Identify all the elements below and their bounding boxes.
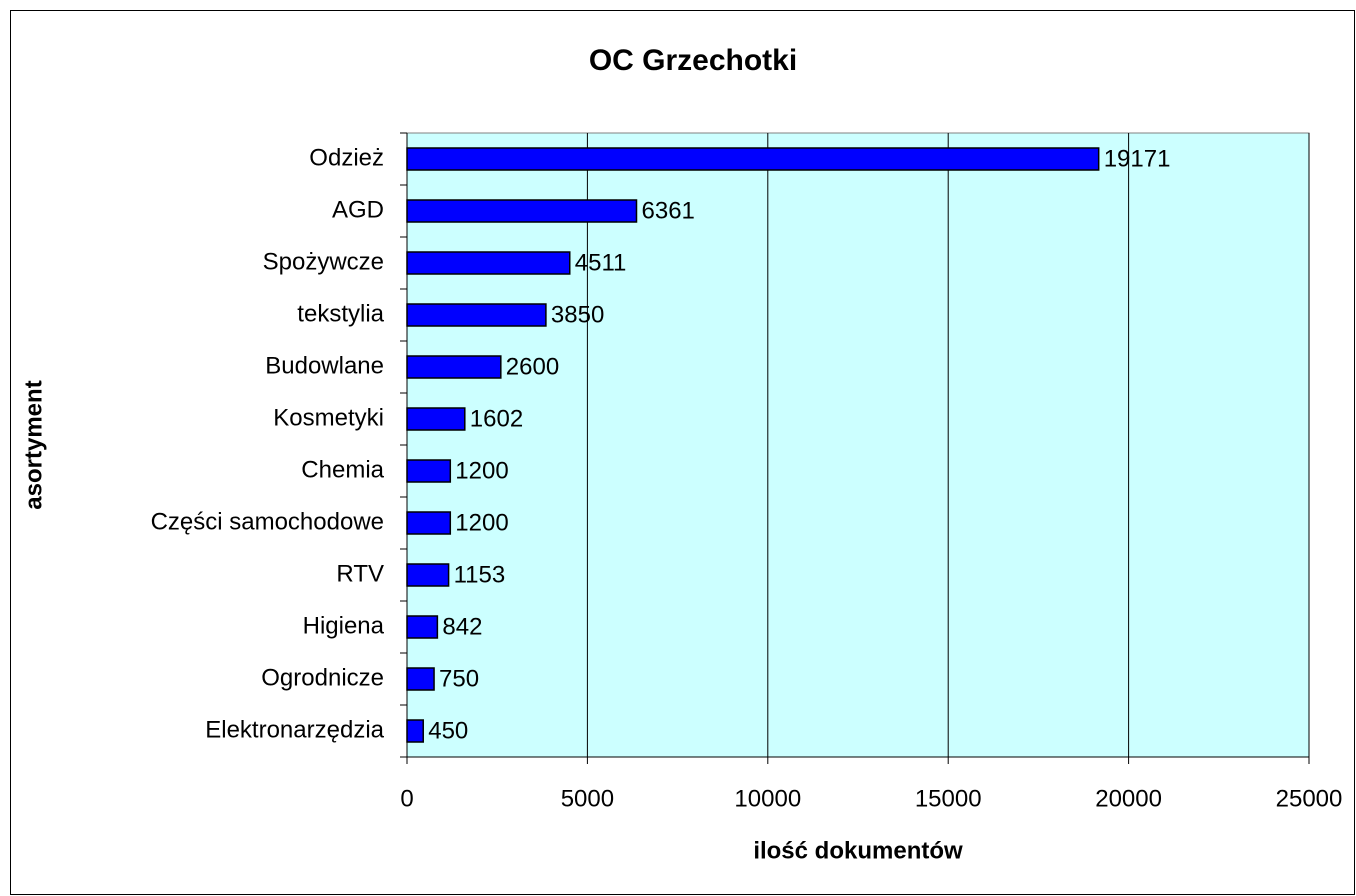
plot-area <box>406 132 1310 758</box>
data-label: 1602 <box>470 405 523 432</box>
y-tick-label: RTV <box>336 560 384 587</box>
data-label: 750 <box>439 665 479 692</box>
y-tick-label: Części samochodowe <box>151 508 384 535</box>
x-tick-label: 15000 <box>915 785 982 812</box>
data-label: 1200 <box>455 457 508 484</box>
y-tick-label: AGD <box>332 196 384 223</box>
data-label: 842 <box>442 613 482 640</box>
bar <box>406 407 466 431</box>
y-tick-label: Spożywcze <box>263 248 384 275</box>
bar <box>406 303 547 327</box>
x-tick-label: 10000 <box>734 785 801 812</box>
bar <box>406 147 1100 171</box>
data-label: 19171 <box>1104 145 1171 172</box>
data-label: 6361 <box>642 197 695 224</box>
x-tick-label: 0 <box>400 785 413 812</box>
y-tick-label: tekstylia <box>297 300 384 327</box>
bar <box>406 199 638 223</box>
bar <box>406 563 450 587</box>
y-tick-label: Odzież <box>309 144 384 171</box>
bar <box>406 355 502 379</box>
data-label: 1200 <box>455 509 508 536</box>
x-tick-label: 25000 <box>1276 785 1343 812</box>
bar <box>406 615 439 639</box>
x-tick-label: 5000 <box>561 785 614 812</box>
y-tick-label: Chemia <box>301 456 384 483</box>
data-label: 450 <box>428 717 468 744</box>
data-label: 4511 <box>575 249 627 276</box>
x-tick-label: 20000 <box>1095 785 1162 812</box>
y-tick-label: Elektronarzędzia <box>205 716 384 743</box>
data-label: 3850 <box>551 301 604 328</box>
data-label: 2600 <box>506 353 559 380</box>
bar <box>406 719 424 743</box>
bar <box>406 251 571 275</box>
y-tick-label: Higiena <box>303 612 385 639</box>
y-tick-label: Budowlane <box>265 352 384 379</box>
x-axis-label: ilość dokumentów <box>753 837 963 864</box>
bar <box>406 511 452 535</box>
bar <box>406 667 435 691</box>
data-label: 1153 <box>454 561 506 588</box>
y-tick-label: Ogrodnicze <box>261 664 384 691</box>
y-axis-label: asortyment <box>20 380 47 509</box>
bar <box>406 459 452 483</box>
chart-title: OC Grzechotki <box>589 44 797 77</box>
y-tick-label: Kosmetyki <box>273 404 384 431</box>
